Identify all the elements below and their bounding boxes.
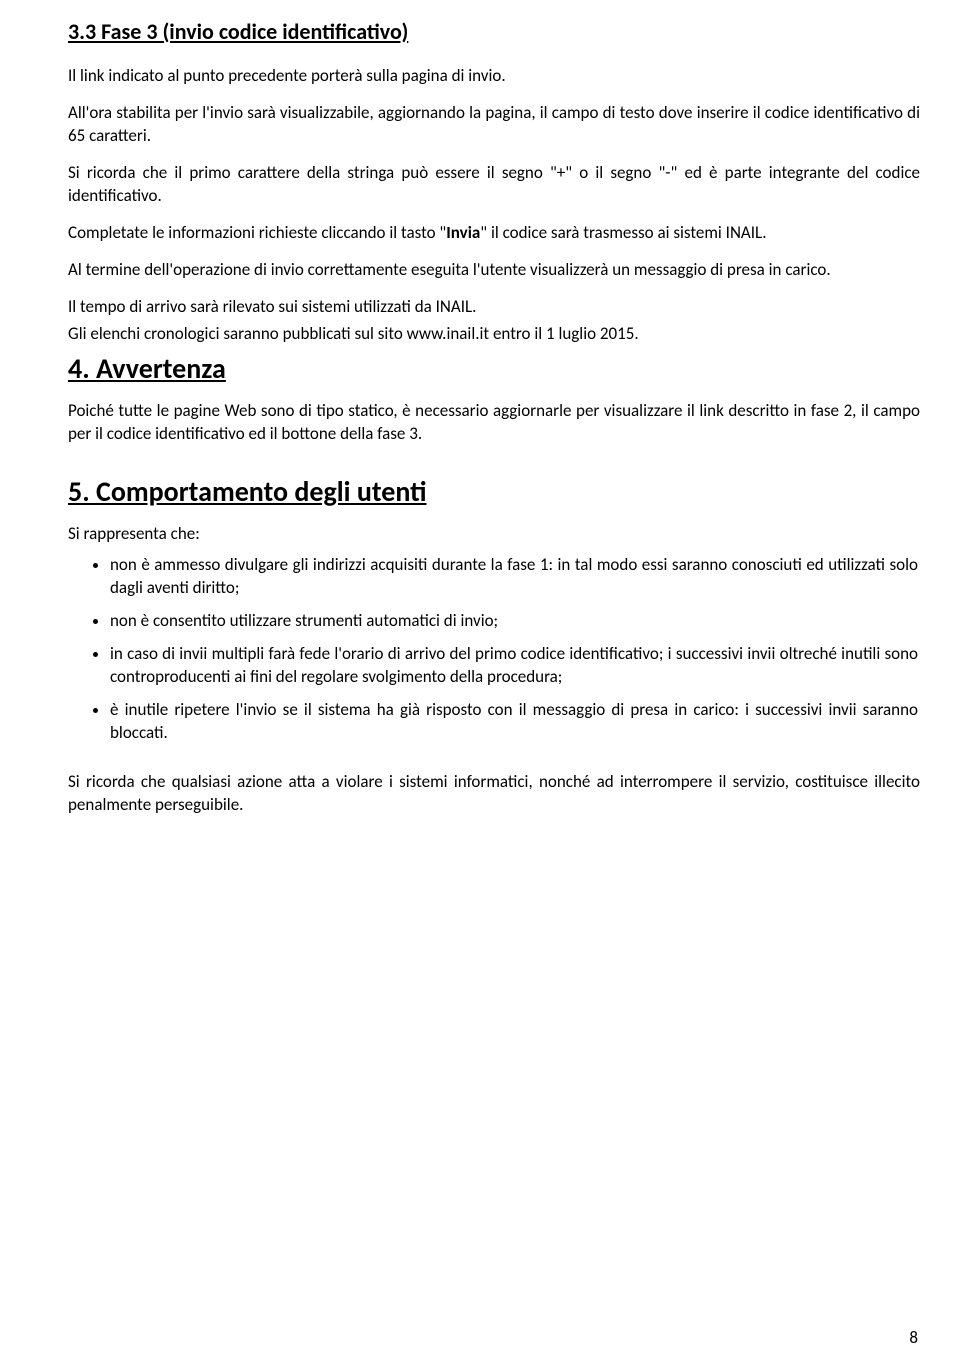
para-3-3-5: Al termine dell'operazione di invio corr… (68, 259, 920, 282)
para-3-3-1: Il link indicato al punto precedente por… (68, 65, 920, 88)
heading-3-3: 3.3 Fase 3 (invio codice identificativo) (68, 18, 920, 45)
list-item: non è ammesso divulgare gli indirizzi ac… (110, 554, 920, 600)
para-3-3-3: Si ricorda che il primo carattere della … (68, 162, 920, 208)
para-4-1: Poiché tutte le pagine Web sono di tipo … (68, 400, 920, 446)
para-5-closing: Si ricorda che qualsiasi azione atta a v… (68, 771, 920, 817)
text-span: " il codice sarà trasmesso ai sistemi IN… (480, 222, 766, 243)
document-page: 3.3 Fase 3 (invio codice identificativo)… (0, 0, 960, 1368)
page-number: 8 (909, 1327, 918, 1348)
list-item: è inutile ripetere l'invio se il sistema… (110, 699, 920, 745)
para-3-3-2: All'ora stabilita per l'invio sarà visua… (68, 102, 920, 148)
heading-4: 4. Avvertenza (68, 351, 920, 386)
heading-5: 5. Comportamento degli utenti (68, 474, 920, 509)
para-3-3-7: Gli elenchi cronologici saranno pubblica… (68, 323, 920, 346)
para-3-3-4: Completate le informazioni richieste cli… (68, 222, 920, 245)
bold-invia: Invia (446, 222, 480, 243)
list-item: non è consentito utilizzare strumenti au… (110, 610, 920, 633)
para-3-3-6: Il tempo di arrivo sarà rilevato sui sis… (68, 296, 920, 319)
text-span: Completate le informazioni richieste cli… (68, 222, 446, 243)
para-5-intro: Si rappresenta che: (68, 523, 920, 546)
list-item: in caso di invii multipli farà fede l'or… (110, 643, 920, 689)
bullet-list-5: non è ammesso divulgare gli indirizzi ac… (68, 554, 920, 745)
